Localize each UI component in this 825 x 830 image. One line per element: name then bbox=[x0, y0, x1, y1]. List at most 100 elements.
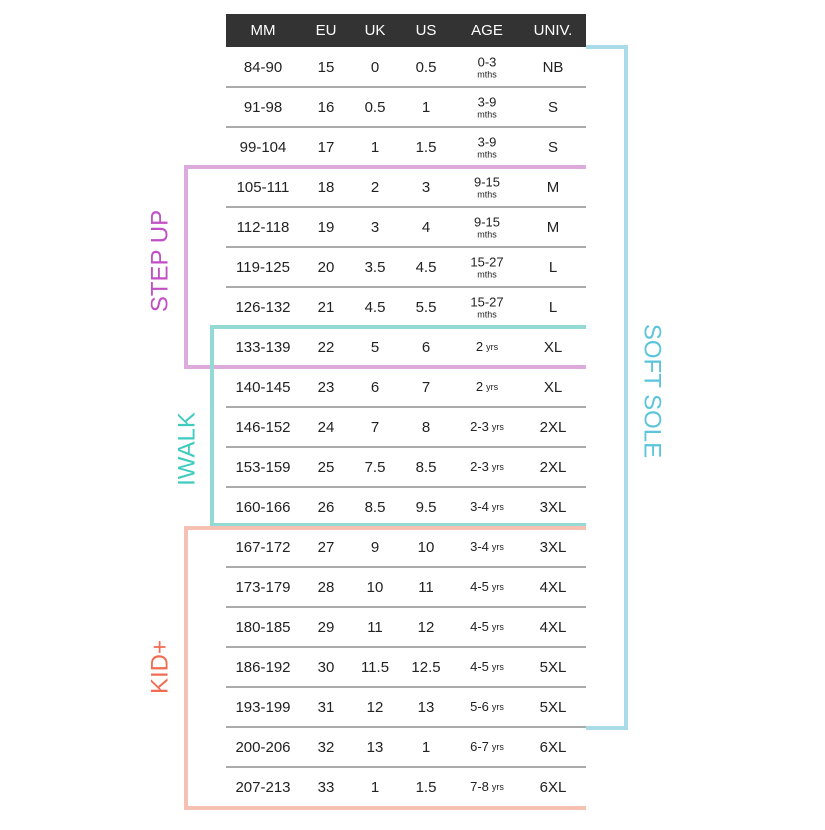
age-cell: 2-3 yrs bbox=[470, 459, 504, 474]
cell: 24 bbox=[318, 419, 335, 436]
cell: 11 bbox=[367, 619, 383, 636]
cell: 140-145 bbox=[235, 379, 290, 396]
age-unit: mths bbox=[477, 149, 497, 159]
age-cell: 3-9 bbox=[478, 134, 497, 149]
cell: 4XL bbox=[540, 619, 567, 636]
cell: 3 bbox=[422, 179, 430, 196]
cell: 28 bbox=[318, 579, 335, 596]
cell: 29 bbox=[318, 619, 335, 636]
age-cell: 3-4 yrs bbox=[470, 539, 504, 554]
age-cell: 4-5 yrs bbox=[470, 659, 504, 674]
cell: 4XL bbox=[540, 579, 567, 596]
age-unit: yrs bbox=[492, 662, 504, 672]
group-label: IWALK bbox=[173, 412, 200, 486]
cell: S bbox=[548, 99, 558, 116]
group-label: KID+ bbox=[146, 640, 173, 694]
cell: 99-104 bbox=[240, 139, 287, 156]
age-cell: 2 yrs bbox=[476, 339, 499, 354]
age-unit: mths bbox=[477, 69, 497, 79]
age-value: 2-3 bbox=[470, 459, 489, 474]
age-value: 6-7 bbox=[470, 739, 489, 754]
cell: 8.5 bbox=[365, 499, 386, 516]
cell: 18 bbox=[318, 179, 335, 196]
cell: 25 bbox=[318, 459, 335, 476]
cell: 9 bbox=[371, 539, 379, 556]
cell: 7.5 bbox=[365, 459, 386, 476]
cell: 30 bbox=[318, 659, 335, 676]
age-unit: yrs bbox=[492, 622, 504, 632]
cell: 112-118 bbox=[237, 219, 290, 236]
group-label: SOFT SOLE bbox=[639, 324, 666, 458]
age-unit: mths bbox=[477, 229, 497, 239]
age-unit: yrs bbox=[492, 502, 504, 512]
age-unit: yrs bbox=[486, 342, 498, 352]
header-cell: UNIV. bbox=[534, 22, 573, 39]
cell: 23 bbox=[318, 379, 335, 396]
cell: L bbox=[549, 259, 557, 276]
age-cell: 15-27 bbox=[470, 254, 503, 269]
cell: 31 bbox=[318, 699, 335, 716]
age-unit: yrs bbox=[486, 382, 498, 392]
cell: NB bbox=[543, 59, 564, 76]
header-cell: UK bbox=[365, 22, 386, 39]
age-value: 5-6 bbox=[470, 699, 489, 714]
cell: 3XL bbox=[540, 539, 567, 556]
cell: 119-125 bbox=[236, 259, 290, 276]
cell: 4.5 bbox=[365, 299, 386, 316]
cell: 8.5 bbox=[416, 459, 437, 476]
age-cell: 15-27 bbox=[470, 294, 503, 309]
age-value: 3-4 bbox=[470, 499, 489, 514]
age-value: 4-5 bbox=[470, 659, 489, 674]
header-cell: US bbox=[416, 22, 437, 39]
cell: 10 bbox=[367, 579, 384, 596]
cell: M bbox=[547, 179, 560, 196]
age-value: 2 bbox=[476, 339, 483, 354]
cell: 5.5 bbox=[416, 299, 437, 316]
cell: 0.5 bbox=[365, 99, 386, 116]
soft-sole-bracket bbox=[586, 45, 628, 730]
cell: 173-179 bbox=[235, 579, 290, 596]
cell: XL bbox=[544, 339, 562, 356]
header-cell: MM bbox=[251, 22, 276, 39]
cell: 15 bbox=[318, 59, 335, 76]
cell: 126-132 bbox=[235, 299, 290, 316]
cell: 133-139 bbox=[235, 339, 290, 356]
age-unit: yrs bbox=[492, 742, 504, 752]
cell: L bbox=[549, 299, 557, 316]
cell: 1 bbox=[422, 739, 430, 756]
cell: 3XL bbox=[540, 499, 567, 516]
age-unit: yrs bbox=[492, 462, 504, 472]
cell: 13 bbox=[367, 739, 384, 756]
cell: 9.5 bbox=[416, 499, 437, 516]
cell: 12.5 bbox=[411, 659, 440, 676]
cell: 0.5 bbox=[416, 59, 437, 76]
cell: 3.5 bbox=[365, 259, 386, 276]
age-unit: yrs bbox=[492, 702, 504, 712]
iwalk-bracket bbox=[210, 325, 586, 527]
age-cell: 3-9 bbox=[478, 94, 497, 109]
age-cell: 5-6 yrs bbox=[470, 699, 504, 714]
cell: 7 bbox=[371, 419, 379, 436]
cell: 33 bbox=[318, 779, 335, 796]
cell: 5 bbox=[371, 339, 379, 356]
age-cell: 2 yrs bbox=[476, 379, 499, 394]
cell: 6XL bbox=[540, 739, 567, 756]
cell: 32 bbox=[318, 739, 335, 756]
kid-plus-bracket bbox=[184, 526, 586, 810]
cell: 2XL bbox=[540, 459, 567, 476]
age-unit: yrs bbox=[492, 582, 504, 592]
cell: S bbox=[548, 139, 558, 156]
cell: 4.5 bbox=[416, 259, 437, 276]
cell: 6 bbox=[371, 379, 379, 396]
age-unit: yrs bbox=[492, 422, 504, 432]
age-cell: 7-8 yrs bbox=[470, 779, 504, 794]
cell: 2XL bbox=[540, 419, 567, 436]
cell: 1 bbox=[371, 139, 379, 156]
age-unit: yrs bbox=[492, 782, 504, 792]
cell: 160-166 bbox=[235, 499, 290, 516]
age-value: 3-4 bbox=[470, 539, 489, 554]
age-value: 4-5 bbox=[470, 619, 489, 634]
cell: 153-159 bbox=[235, 459, 290, 476]
cell: 5XL bbox=[540, 659, 567, 676]
